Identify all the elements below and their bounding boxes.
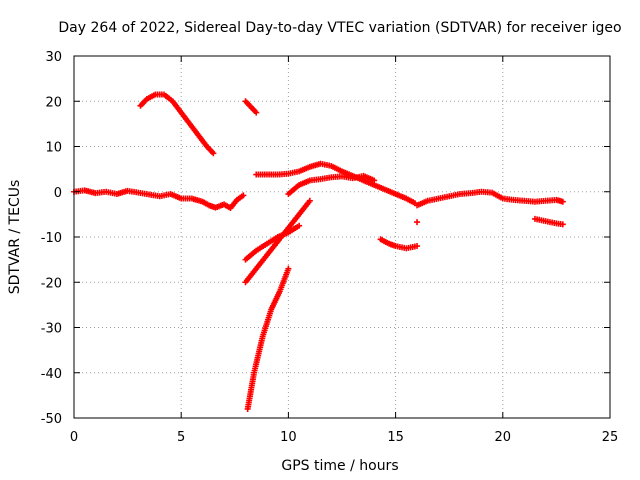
data-series-upper-ramp: [242, 222, 303, 263]
axis-ticks: [73, 55, 611, 419]
data-point-plus: [414, 219, 421, 226]
data-point-plus: [371, 177, 378, 184]
y-tick-label: -40: [41, 367, 62, 382]
data-point-plus: [559, 198, 566, 205]
y-tick-label: -30: [41, 322, 62, 337]
x-tick-label: 5: [177, 430, 185, 445]
data-series-noon-cluster: [285, 172, 378, 198]
tick-labels: 0 5 10 15 20 25 -50 -40 -30 -20 -10 0 10 20 30: [41, 50, 619, 445]
x-tick-label: 25: [602, 430, 619, 445]
y-axis-label: SDTVAR / TECUs: [7, 180, 23, 295]
data-point-plus: [240, 192, 247, 199]
x-tick-label: 15: [387, 430, 404, 445]
data-series-isolated-point: [414, 219, 421, 226]
chart-title: Day 264 of 2022, Sidereal Day-to-day VTE…: [58, 20, 621, 36]
x-tick-label: 10: [280, 430, 297, 445]
x-tick-label: 20: [495, 430, 512, 445]
data-point-plus: [210, 150, 217, 157]
data-point-plus: [414, 243, 421, 250]
data-point-plus: [559, 221, 566, 228]
data-point-plus: [253, 109, 260, 116]
data-series-baseline-early: [71, 187, 247, 212]
x-tick-label: 0: [70, 430, 78, 445]
data-series-group: [71, 91, 566, 412]
y-tick-label: 20: [45, 95, 62, 110]
data-point-plus: [296, 222, 303, 229]
data-series-morning-arc: [137, 91, 217, 157]
y-tick-label: 0: [54, 186, 62, 201]
data-series-steep-rise: [244, 265, 292, 412]
data-point-plus: [285, 265, 292, 272]
y-tick-label: -20: [41, 276, 62, 291]
data-point-plus: [306, 197, 313, 204]
data-series-afternoon-dip: [377, 236, 421, 252]
y-tick-label: 30: [45, 50, 62, 65]
x-axis-label: GPS time / hours: [281, 458, 398, 474]
data-series-baseline-late: [414, 188, 566, 209]
y-tick-label: -10: [41, 231, 62, 246]
y-tick-label: 10: [45, 141, 62, 156]
grid-lines: [74, 56, 610, 418]
data-series-late-segment: [531, 215, 566, 228]
data-series-midday-band: [253, 160, 418, 207]
y-tick-label: -50: [41, 412, 62, 427]
data-series-short-drop-8h: [242, 98, 260, 116]
